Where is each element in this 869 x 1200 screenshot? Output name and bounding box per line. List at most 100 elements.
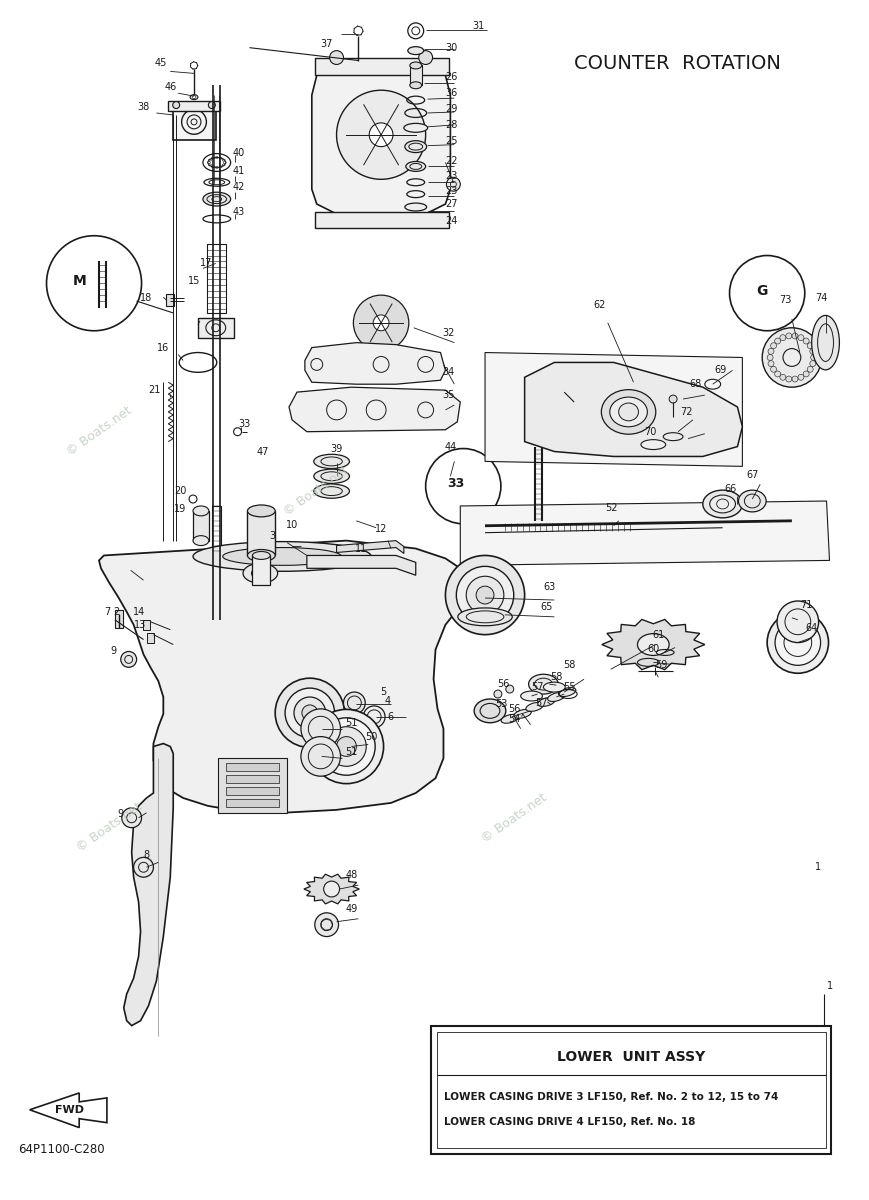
- Bar: [226, 775, 279, 784]
- Polygon shape: [123, 744, 173, 1026]
- Text: 1: 1: [814, 863, 820, 872]
- Circle shape: [121, 652, 136, 667]
- Circle shape: [315, 913, 339, 936]
- Polygon shape: [30, 1093, 107, 1128]
- Ellipse shape: [739, 490, 766, 512]
- Ellipse shape: [410, 82, 421, 89]
- Ellipse shape: [779, 335, 786, 341]
- Bar: [218, 758, 287, 812]
- Ellipse shape: [476, 586, 494, 604]
- Ellipse shape: [314, 469, 349, 484]
- Text: 53: 53: [495, 698, 508, 709]
- Ellipse shape: [710, 496, 735, 512]
- Text: LOWER CASING DRIVE 3 LF150, Ref. No. 2 to 12, 15 to 74: LOWER CASING DRIVE 3 LF150, Ref. No. 2 t…: [444, 1092, 779, 1102]
- Circle shape: [369, 122, 393, 146]
- Ellipse shape: [807, 343, 813, 349]
- Text: 51: 51: [345, 718, 357, 727]
- Text: 14: 14: [132, 607, 145, 617]
- Polygon shape: [336, 541, 404, 553]
- Ellipse shape: [467, 576, 504, 614]
- Ellipse shape: [363, 706, 385, 727]
- Ellipse shape: [209, 102, 216, 108]
- Ellipse shape: [404, 124, 428, 132]
- Bar: [410, 66, 421, 85]
- Text: 57: 57: [535, 698, 547, 708]
- Bar: [198, 318, 234, 337]
- Text: FWD: FWD: [55, 1105, 83, 1115]
- Ellipse shape: [314, 484, 349, 498]
- Circle shape: [447, 178, 461, 191]
- Ellipse shape: [193, 506, 209, 516]
- Text: 4: 4: [385, 696, 391, 706]
- Ellipse shape: [419, 50, 433, 65]
- Ellipse shape: [248, 550, 275, 562]
- Ellipse shape: [559, 688, 576, 696]
- Ellipse shape: [798, 374, 804, 380]
- Ellipse shape: [501, 714, 519, 724]
- Ellipse shape: [810, 361, 816, 366]
- Text: 40: 40: [232, 148, 245, 157]
- Bar: [436, 1032, 826, 1148]
- Text: © Boats.net: © Boats.net: [480, 791, 550, 845]
- Bar: [226, 763, 279, 772]
- Polygon shape: [305, 343, 446, 384]
- Text: 29: 29: [445, 104, 458, 114]
- Text: 48: 48: [345, 870, 357, 880]
- Text: 57: 57: [531, 682, 544, 692]
- Ellipse shape: [703, 490, 742, 518]
- Circle shape: [354, 295, 408, 350]
- Text: 39: 39: [330, 444, 342, 454]
- Ellipse shape: [406, 162, 426, 172]
- Ellipse shape: [405, 203, 427, 211]
- Text: 7: 7: [103, 607, 110, 617]
- Ellipse shape: [777, 601, 819, 642]
- Ellipse shape: [528, 674, 558, 694]
- Text: 15: 15: [188, 276, 200, 287]
- Bar: [193, 511, 209, 541]
- Ellipse shape: [768, 348, 774, 354]
- Ellipse shape: [193, 541, 371, 571]
- Bar: [226, 787, 279, 796]
- Text: 26: 26: [445, 72, 458, 83]
- Text: 33: 33: [447, 476, 464, 490]
- Text: 52: 52: [606, 503, 618, 512]
- Text: 13: 13: [135, 619, 147, 630]
- Text: 56: 56: [498, 679, 510, 689]
- Ellipse shape: [203, 192, 230, 206]
- Text: 23: 23: [445, 186, 458, 196]
- Text: 12: 12: [375, 523, 388, 534]
- Bar: [315, 212, 449, 228]
- Text: 44: 44: [444, 442, 456, 451]
- Ellipse shape: [408, 47, 424, 54]
- Ellipse shape: [252, 552, 270, 559]
- Ellipse shape: [514, 709, 531, 719]
- Ellipse shape: [798, 335, 804, 341]
- Bar: [315, 58, 449, 76]
- Text: 37: 37: [321, 38, 333, 49]
- Text: 51: 51: [345, 748, 357, 757]
- Bar: [147, 632, 155, 642]
- Text: 73: 73: [779, 295, 791, 305]
- Bar: [173, 106, 216, 139]
- Ellipse shape: [810, 348, 816, 354]
- Text: 5: 5: [380, 688, 386, 697]
- Ellipse shape: [771, 366, 777, 372]
- Text: 41: 41: [232, 167, 245, 176]
- Text: © Boats.net: © Boats.net: [282, 464, 352, 518]
- Ellipse shape: [547, 692, 565, 702]
- Ellipse shape: [774, 338, 780, 344]
- Ellipse shape: [301, 709, 341, 749]
- Text: 30: 30: [445, 43, 457, 53]
- Circle shape: [122, 808, 142, 828]
- Text: 47: 47: [256, 446, 269, 456]
- Text: 42: 42: [232, 182, 245, 192]
- Text: 20: 20: [174, 486, 186, 496]
- Text: 74: 74: [815, 293, 828, 304]
- Ellipse shape: [768, 361, 774, 366]
- Bar: [143, 619, 150, 630]
- Text: 23: 23: [445, 172, 458, 181]
- Ellipse shape: [474, 698, 506, 722]
- Text: 22: 22: [445, 156, 458, 167]
- Text: 10: 10: [286, 520, 298, 529]
- Text: 16: 16: [157, 342, 169, 353]
